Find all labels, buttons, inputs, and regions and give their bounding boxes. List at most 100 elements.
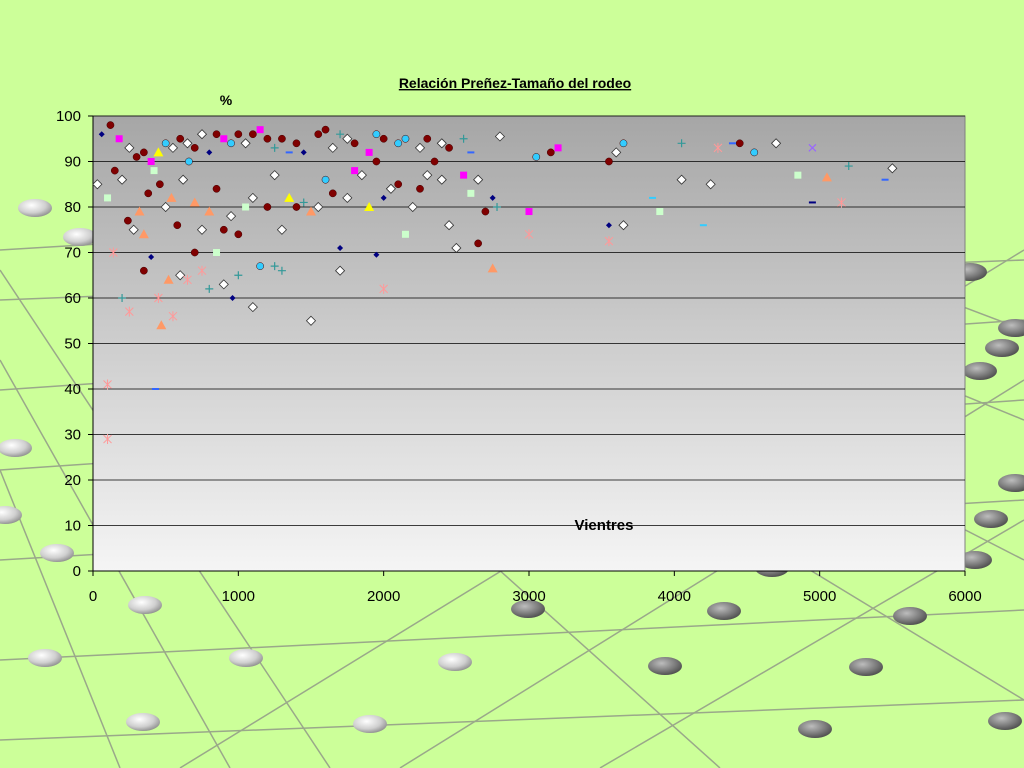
data-point (292, 203, 301, 211)
data-point (306, 206, 316, 216)
data-point (226, 211, 237, 222)
data-point (467, 151, 475, 154)
chart-title: Relación Preñez-Tamaño del rodeo (399, 75, 631, 91)
data-point (163, 274, 174, 284)
data-point (104, 194, 112, 202)
decoration-node (40, 544, 74, 562)
data-point (278, 134, 286, 143)
y-tick-label: 50 (64, 336, 81, 353)
decoration-node (707, 602, 741, 620)
decoration-node (893, 607, 927, 625)
data-point (676, 174, 687, 185)
y-tick-label: 80 (64, 199, 81, 216)
data-point (153, 147, 164, 157)
data-point (206, 149, 213, 156)
data-point (256, 126, 264, 134)
y-tick-label: 30 (64, 427, 81, 444)
data-point (605, 157, 613, 166)
decoration-node (849, 658, 883, 676)
decoration-node (798, 720, 832, 738)
data-point (677, 139, 686, 148)
data-point (459, 134, 468, 143)
data-point (219, 225, 228, 234)
data-point (151, 388, 159, 390)
data-point (234, 271, 243, 280)
data-point (364, 202, 375, 211)
data-point (140, 148, 148, 157)
data-point (385, 183, 396, 194)
data-point (167, 142, 178, 153)
y-tick-label: 60 (64, 290, 81, 307)
data-point (166, 192, 177, 202)
data-point (401, 134, 410, 143)
data-point (124, 142, 135, 153)
data-point (270, 262, 279, 271)
data-point (380, 194, 387, 201)
data-point (147, 158, 155, 165)
data-point (460, 171, 468, 179)
data-point (373, 251, 380, 258)
data-point (229, 295, 236, 301)
x-tick-label: 4000 (658, 588, 691, 605)
decoration-node (229, 649, 263, 667)
data-point (350, 139, 359, 148)
decoration-node (28, 649, 62, 667)
data-point (808, 143, 817, 152)
data-point (115, 135, 123, 143)
data-point (110, 166, 119, 175)
data-point (103, 434, 112, 445)
data-point (351, 167, 359, 175)
data-point (342, 133, 353, 144)
decoration-node (438, 653, 472, 671)
decoration-node (511, 600, 545, 618)
data-point (92, 179, 103, 190)
y-axis-label: % (220, 92, 233, 108)
decoration-node (128, 596, 162, 614)
data-point (161, 139, 170, 148)
data-point (430, 157, 439, 166)
data-point (212, 130, 221, 139)
data-point (401, 230, 409, 238)
data-point (423, 134, 432, 143)
data-point (713, 142, 723, 153)
data-point (242, 203, 250, 211)
data-point (156, 180, 164, 189)
data-point (270, 143, 279, 152)
data-point (524, 229, 534, 240)
x-tick-label: 1000 (222, 588, 255, 605)
data-point (436, 174, 447, 185)
data-point (183, 274, 192, 285)
data-point (185, 157, 193, 166)
data-point (451, 242, 462, 254)
decoration-node (648, 657, 682, 675)
data-point (176, 134, 185, 143)
data-point (263, 134, 272, 143)
data-point (881, 178, 889, 181)
y-tick-label: 20 (64, 472, 81, 489)
decoration-node (0, 439, 32, 457)
data-point (445, 144, 453, 152)
data-point (365, 148, 373, 156)
x-tick-label: 3000 (512, 588, 545, 605)
y-tick-label: 10 (64, 518, 81, 535)
x-tick-label: 0 (89, 588, 97, 605)
x-axis-label: Vientres (575, 517, 634, 534)
data-point (140, 266, 148, 275)
data-point (728, 142, 736, 145)
data-point (356, 170, 367, 181)
data-point (321, 125, 330, 134)
data-point (327, 142, 338, 153)
x-tick-label: 2000 (367, 588, 400, 605)
x-tick-label: 6000 (948, 588, 981, 605)
data-point (487, 263, 498, 273)
data-point (335, 265, 346, 276)
data-point (394, 139, 403, 148)
decoration-node (63, 228, 97, 246)
data-point (269, 170, 280, 181)
data-point (837, 197, 846, 208)
data-point (305, 315, 317, 326)
data-point (444, 220, 455, 231)
data-point (213, 249, 221, 256)
data-point (546, 148, 555, 157)
